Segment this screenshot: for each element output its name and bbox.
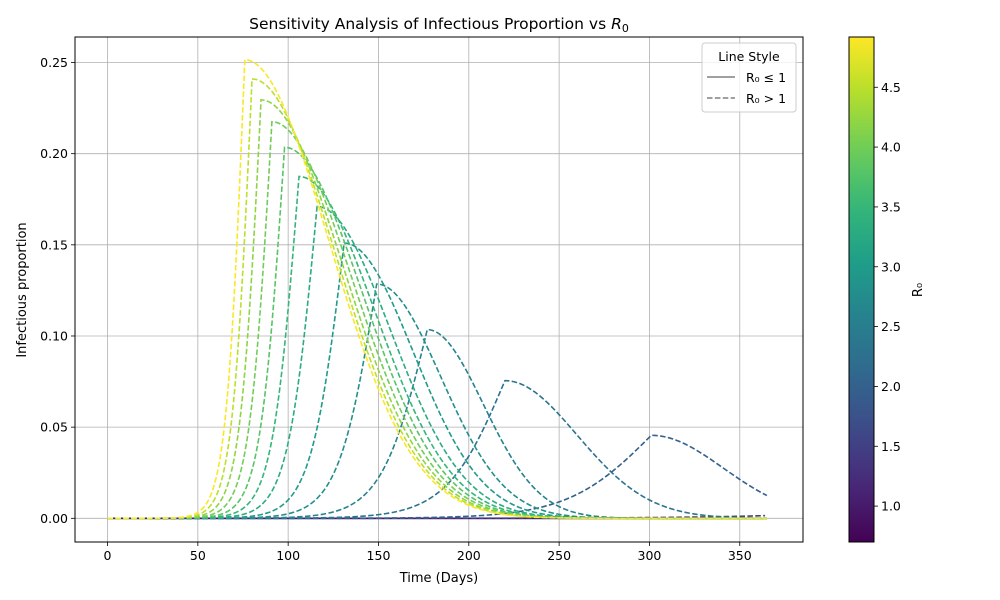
- colorbar-tick-label: 4.5: [881, 80, 901, 95]
- plot-frame: [74, 36, 804, 543]
- colorbar: 1.0 1.5 2.0 2.5 3.0 3.5 4.0 4.5 R₀: [848, 36, 926, 543]
- x-tick-label: 50: [190, 548, 206, 563]
- series-line-r0-2: [107, 434, 768, 520]
- series-layer: [107, 58, 768, 520]
- legend: Line Style R₀ ≤ 1 R₀ > 1: [701, 42, 797, 113]
- colorbar-tick-label: 3.5: [881, 199, 901, 214]
- legend-title: Line Style: [718, 49, 780, 64]
- x-gridlines: [107, 37, 741, 542]
- y-tick-label: 0.00: [40, 511, 68, 526]
- x-tick-label: 100: [276, 548, 300, 563]
- series-line-r0-2.8: [107, 283, 767, 520]
- title-symbol: R: [611, 15, 622, 33]
- y-tick-label: 0.05: [40, 420, 68, 435]
- title-subscript: 0: [622, 22, 629, 35]
- colorbar-label: R₀: [911, 283, 926, 297]
- x-axis: 0 50 100 150 200 250 300 350: [104, 542, 752, 563]
- colorbar-tick-label: 1.5: [881, 439, 901, 454]
- x-tick-label: 350: [728, 548, 752, 563]
- legend-entry-dashed: R₀ > 1: [746, 91, 786, 106]
- series-line-r0-3: [107, 242, 767, 520]
- series-line-r0-2.3: [107, 379, 767, 520]
- colorbar-gradient: [848, 36, 875, 543]
- y-tick-label: 0.10: [40, 328, 68, 343]
- colorbar-tick-label: 1.0: [881, 499, 901, 514]
- x-tick-label: 300: [638, 548, 662, 563]
- y-axis-label: Infectious proportion: [15, 222, 30, 357]
- legend-entry-solid: R₀ ≤ 1: [746, 70, 786, 85]
- y-axis: 0.00 0.05 0.10 0.15 0.20 0.25: [40, 55, 75, 526]
- x-tick-label: 250: [547, 548, 571, 563]
- x-tick-label: 150: [367, 548, 391, 563]
- x-axis-label: Time (Days): [399, 571, 479, 586]
- plot-area: [75, 37, 803, 542]
- y-tick-label: 0.20: [40, 146, 68, 161]
- series-line-r0-4: [107, 120, 767, 520]
- colorbar-tick-label: 3.0: [881, 259, 901, 274]
- colorbar-tick-label: 4.0: [881, 140, 901, 155]
- series-line-r0-4.9: [107, 58, 767, 520]
- chart-title: Sensitivity Analysis of Infectious Propo…: [249, 15, 629, 35]
- colorbar-ticks: 1.0 1.5 2.0 2.5 3.0 3.5 4.0 4.5: [874, 80, 901, 514]
- y-tick-label: 0.25: [40, 55, 68, 70]
- x-tick-label: 0: [104, 548, 112, 563]
- colorbar-tick-label: 2.0: [881, 379, 901, 394]
- y-tick-label: 0.15: [40, 237, 68, 252]
- legend-box: [701, 42, 797, 113]
- x-tick-label: 200: [457, 548, 481, 563]
- colorbar-tick-label: 2.5: [881, 319, 901, 334]
